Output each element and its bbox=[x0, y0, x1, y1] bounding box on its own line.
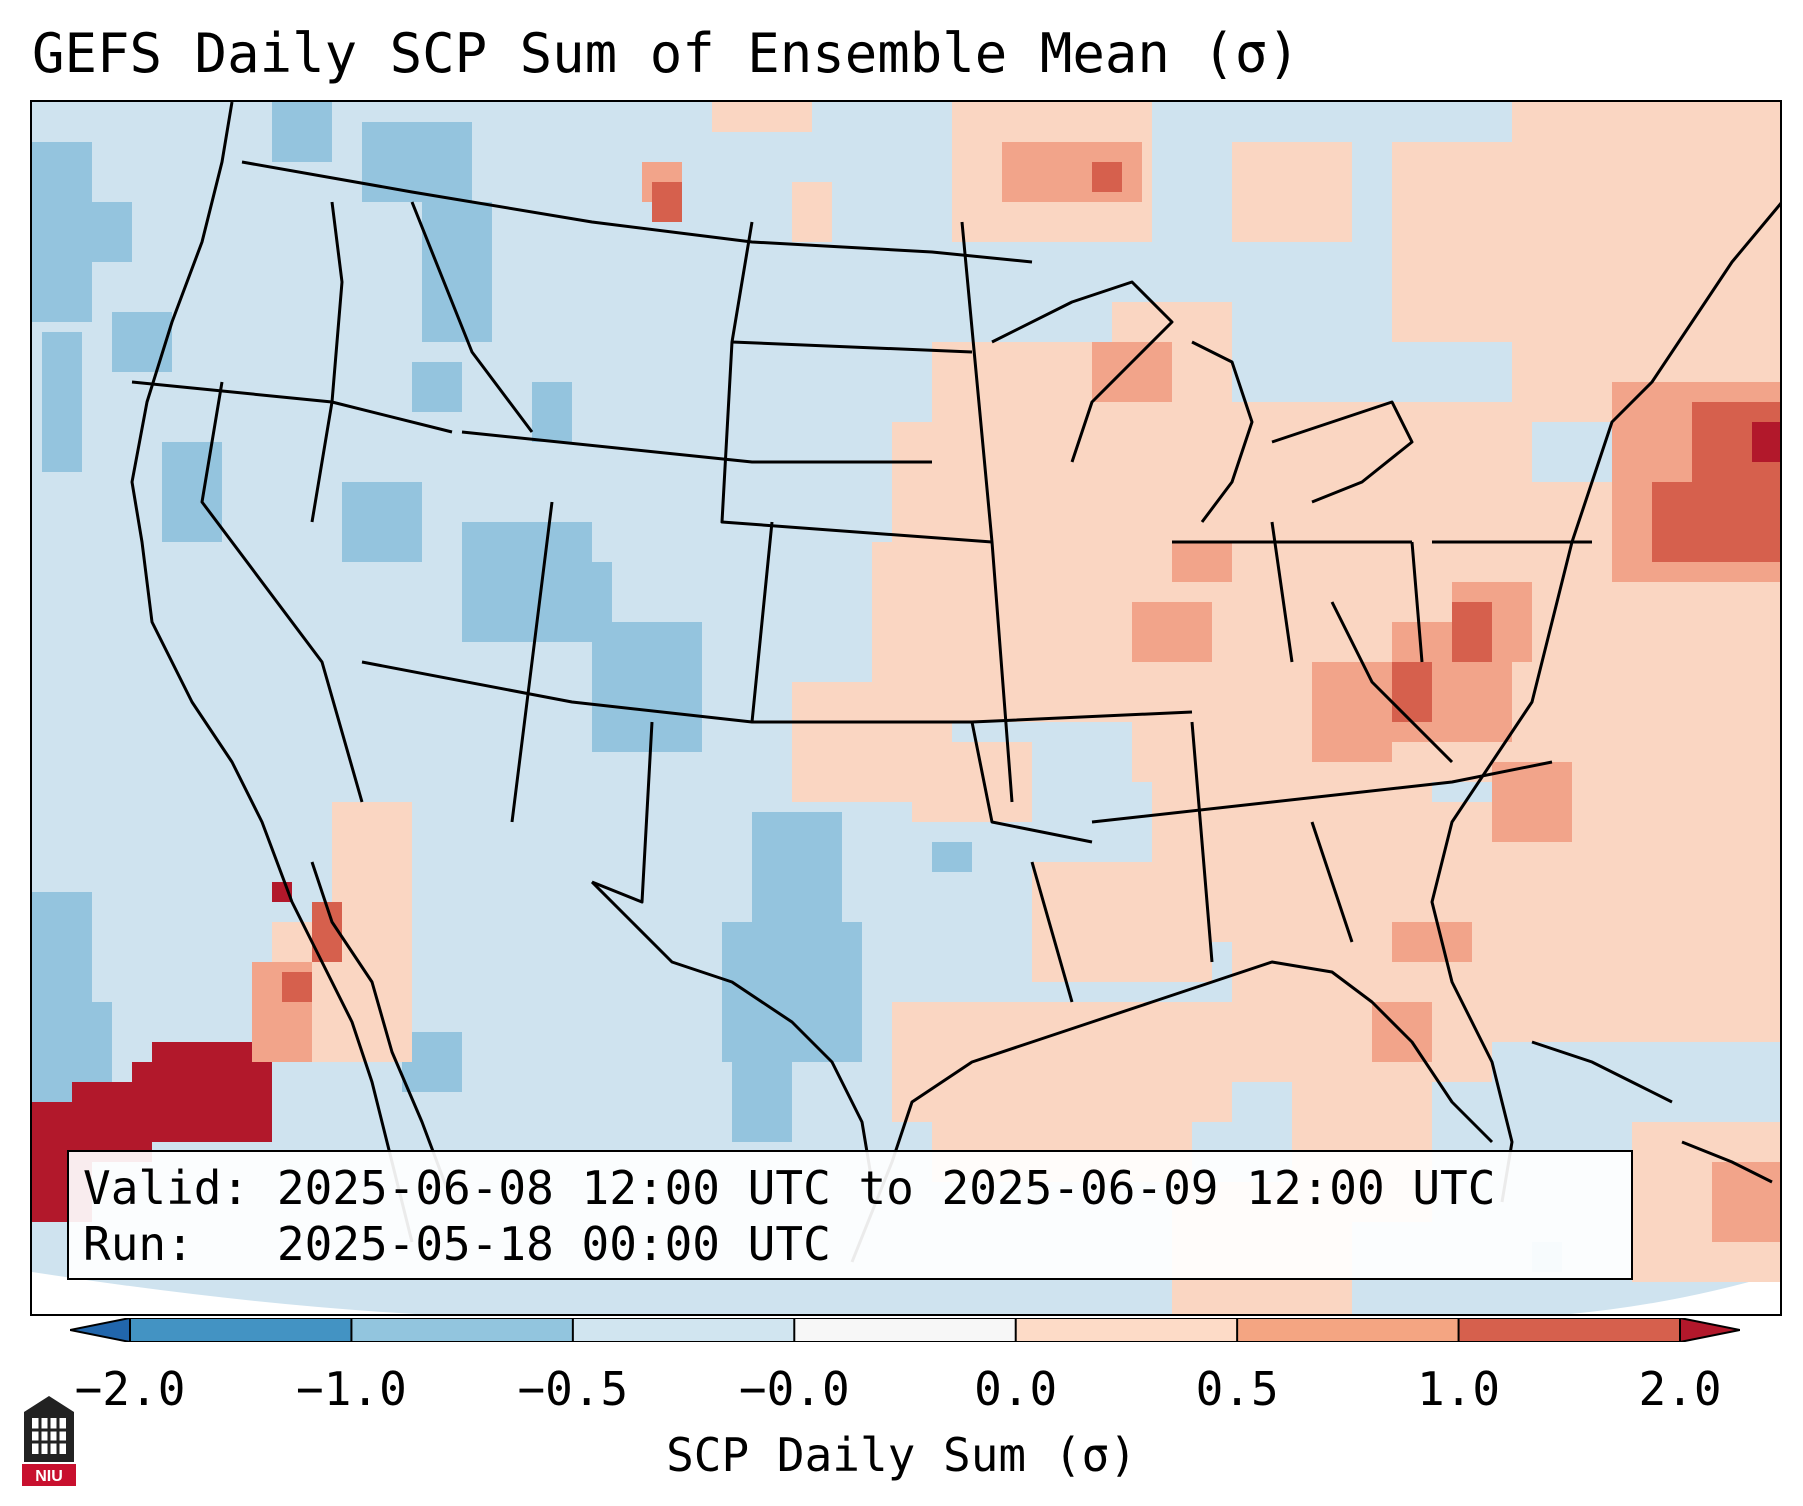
colorbar-extend-high bbox=[1680, 1318, 1740, 1342]
niu-logo: NIU bbox=[22, 1396, 76, 1486]
valid-run-info-box: Valid: 2025-06-08 12:00 UTC to 2025-06-0… bbox=[67, 1150, 1633, 1280]
map-panel[interactable] bbox=[30, 100, 1782, 1316]
logo-text: NIU bbox=[35, 1468, 63, 1485]
run-row: Run: 2025-05-18 00:00 UTC bbox=[83, 1216, 1617, 1272]
run-label: Run: bbox=[83, 1217, 194, 1271]
colorbar-graphic bbox=[70, 1318, 1740, 1342]
colorbar-segment bbox=[1237, 1318, 1460, 1342]
colorbar-tick-label: 2.0 bbox=[1638, 1362, 1722, 1416]
colorbar-segment bbox=[351, 1318, 574, 1342]
valid-value: 2025-06-08 12:00 UTC to 2025-06-09 12:00… bbox=[276, 1161, 1496, 1215]
colorbar-label: SCP Daily Sum (σ) bbox=[666, 1428, 1137, 1482]
caribbean-islands bbox=[1531, 1040, 1773, 1184]
colorbar-tick-label: −2.0 bbox=[74, 1362, 186, 1416]
colorbar-extend-low bbox=[70, 1318, 130, 1342]
colorbar-segment bbox=[130, 1318, 352, 1342]
colorbar-tick-label: 1.0 bbox=[1417, 1362, 1501, 1416]
negative-anomaly-areas bbox=[32, 102, 1562, 1272]
run-value: 2025-05-18 00:00 UTC bbox=[276, 1217, 831, 1271]
positive-anomaly-strong bbox=[282, 162, 1780, 1002]
colorbar-tick-label: 0.5 bbox=[1195, 1362, 1279, 1416]
colorbar-tick-label: −1.0 bbox=[296, 1362, 407, 1416]
colorbar-segment bbox=[572, 1318, 795, 1342]
positive-anomaly-extreme bbox=[32, 422, 1780, 1222]
valid-label: Valid: bbox=[83, 1161, 250, 1215]
projection-edge-right bbox=[1569, 1273, 1780, 1314]
coastlines-and-borders bbox=[130, 102, 1780, 1263]
colorbar-segment bbox=[1458, 1318, 1681, 1342]
colorbar-tick-label: 0.0 bbox=[974, 1362, 1058, 1416]
projection-edge bbox=[32, 1272, 416, 1314]
map-canvas bbox=[32, 102, 1780, 1314]
colorbar-tick-label: −0.0 bbox=[738, 1362, 850, 1416]
colorbar-tick-label: −0.5 bbox=[517, 1362, 629, 1416]
valid-row: Valid: 2025-06-08 12:00 UTC to 2025-06-0… bbox=[83, 1160, 1617, 1216]
colorbar-segment bbox=[1015, 1318, 1238, 1342]
colorbar bbox=[70, 1318, 1740, 1342]
colorbar-segment bbox=[794, 1318, 1017, 1342]
map-title: GEFS Daily SCP Sum of Ensemble Mean (σ) bbox=[32, 22, 1300, 85]
